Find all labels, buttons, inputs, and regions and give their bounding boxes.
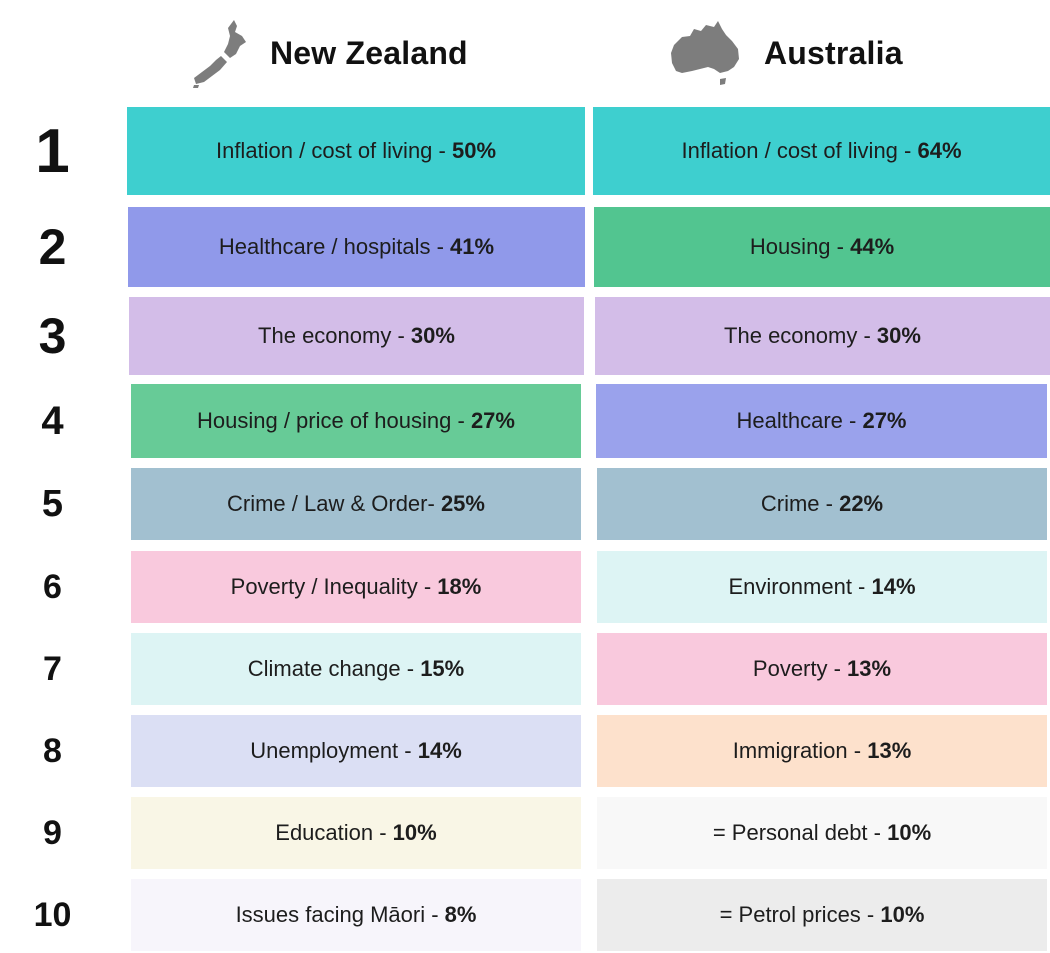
nz-issue-cell-label: Crime / Law & Order- (227, 491, 441, 516)
rank-number: 9 (43, 813, 62, 852)
au-issue-cell-label: Environment - (728, 574, 872, 599)
new-zealand-title: New Zealand (270, 34, 468, 71)
nz-issue-cell-value: 15% (420, 656, 465, 681)
nz-issue-cell-label: Housing / price of housing - (197, 408, 471, 433)
au-issue-cell-value: 10% (887, 820, 932, 845)
header-new-zealand: New Zealand (190, 10, 468, 96)
au-issue-cell-value: 14% (871, 574, 916, 599)
au-issue-cell-label: Housing - (749, 234, 851, 259)
au-issue-cell: Immigration - 13% (597, 715, 1047, 787)
au-issue-cell-value: 13% (867, 738, 912, 763)
au-issue-cell: Environment - 14% (597, 551, 1047, 623)
nz-issue-cell-label: Healthcare / hospitals - (218, 234, 451, 259)
au-issue-cell: The economy - 30% (595, 297, 1050, 375)
au-issue-cell-label: Poverty - (752, 656, 848, 681)
nz-issue-cell: Crime / Law & Order- 25% (131, 468, 581, 540)
nz-issue-cell-value: 50% (451, 138, 497, 163)
nz-issue-cell-value: 41% (450, 234, 495, 259)
nz-issue-cell: Healthcare / hospitals - 41% (128, 207, 585, 287)
nz-issue-cell: Unemployment - 14% (131, 715, 581, 787)
nz-issue-cell-value: 8% (444, 902, 477, 927)
au-issue-cell: = Petrol prices - 10% (597, 879, 1047, 951)
nz-issue-cell: Climate change - 15% (131, 633, 581, 705)
nz-issue-cell-value: 18% (437, 574, 482, 599)
nz-issue-cell: Education - 10% (131, 797, 581, 869)
au-issue-cell: Housing - 44% (594, 207, 1050, 287)
rank-number: 2 (38, 219, 67, 275)
rank-number: 10 (33, 895, 72, 934)
au-issue-cell-label: Inflation / cost of living - (681, 138, 918, 163)
nz-issue-cell-label: Inflation / cost of living - (215, 138, 452, 163)
au-issue-cell-value: 13% (847, 656, 892, 681)
nz-issue-cell-label: Issues facing Māori - (235, 902, 445, 927)
rank-number: 5 (41, 482, 64, 525)
nz-issue-cell-value: 27% (470, 408, 515, 433)
au-issue-cell-label: Healthcare - (736, 408, 863, 433)
nz-issue-cell-label: Climate change - (247, 656, 421, 681)
nz-issue-cell: Poverty / Inequality - 18% (131, 551, 581, 623)
au-issue-cell-value: 10% (880, 902, 925, 927)
nz-issue-cell-value: 25% (440, 491, 485, 516)
au-issue-cell: Poverty - 13% (597, 633, 1047, 705)
nz-issue-cell-value: 14% (417, 738, 462, 763)
au-issue-cell-label: Immigration - (732, 738, 868, 763)
rank-number: 6 (43, 567, 62, 606)
nz-issue-cell: The economy - 30% (129, 297, 584, 375)
au-issue-cell-value: 44% (850, 234, 895, 259)
rank-number: 1 (35, 116, 70, 186)
au-issue-cell: Healthcare - 27% (596, 384, 1047, 458)
rank-number: 4 (41, 398, 64, 443)
nz-issue-cell: Issues facing Māori - 8% (131, 879, 581, 951)
au-issue-cell-label: Crime - (760, 491, 840, 516)
rank-number: 3 (38, 308, 67, 364)
australia-map-icon (671, 21, 739, 85)
au-issue-cell-value: 30% (876, 323, 921, 348)
au-issue-cell-label: The economy - (724, 323, 877, 348)
au-issue-cell-value: 64% (917, 138, 962, 163)
nz-issue-cell-label: The economy - (258, 323, 411, 348)
au-issue-cell-label: = Petrol prices - (719, 902, 881, 927)
au-issue-cell: Inflation / cost of living - 64% (593, 107, 1050, 195)
nz-issue-cell: Housing / price of housing - 27% (131, 384, 581, 458)
nz-issue-cell-label: Unemployment - (250, 738, 418, 763)
nz-issue-cell: Inflation / cost of living - 50% (127, 107, 585, 195)
rank-number: 7 (43, 649, 62, 688)
nz-issue-cell-label: Poverty / Inequality - (230, 574, 438, 599)
header-australia: Australia (668, 10, 903, 96)
nz-issue-cell-value: 10% (392, 820, 437, 845)
new-zealand-map-icon (193, 20, 246, 88)
au-issue-cell-value: 27% (862, 408, 907, 433)
nz-issue-cell-label: Education - (275, 820, 393, 845)
australia-title: Australia (764, 34, 903, 71)
nz-issue-cell-value: 30% (410, 323, 455, 348)
au-issue-cell: = Personal debt - 10% (597, 797, 1047, 869)
au-issue-cell: Crime - 22% (597, 468, 1047, 540)
au-issue-cell-value: 22% (839, 491, 884, 516)
rank-number: 8 (43, 731, 62, 770)
au-issue-cell-label: = Personal debt - (712, 820, 888, 845)
